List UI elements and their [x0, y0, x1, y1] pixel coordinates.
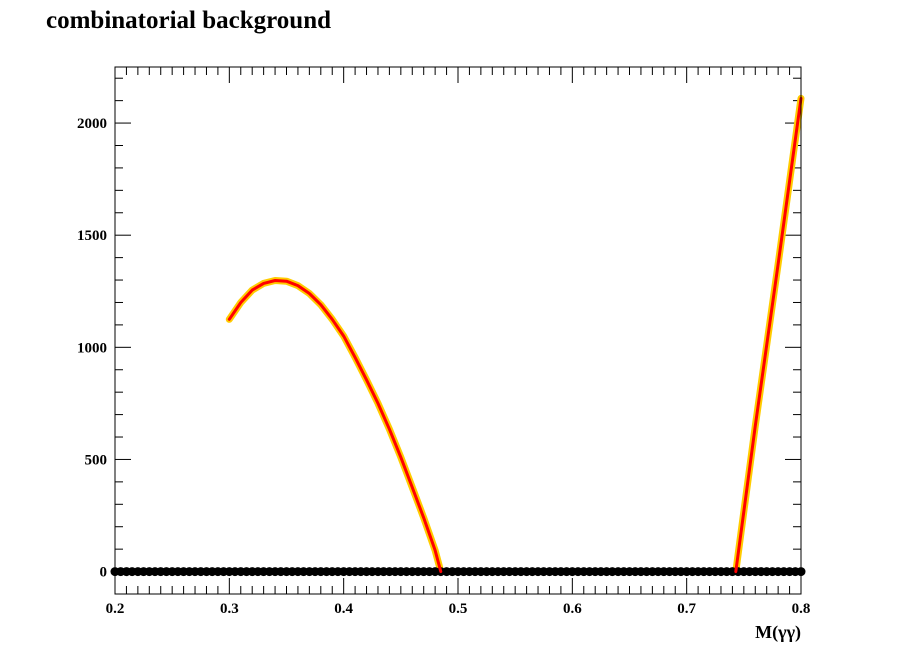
y-tick-label: 0	[100, 565, 108, 581]
y-tick-label: 500	[85, 452, 108, 468]
tick-labels: 0.2 0.3 0.4 0.5 0.6 0.7 0.8 0 500 1000 1500 2000	[77, 116, 810, 617]
x-tick-label: 0.8	[792, 601, 811, 617]
y-tick-label: 2000	[77, 116, 107, 132]
x-tick-label: 0.3	[220, 601, 239, 617]
x-tick-label: 0.4	[334, 601, 353, 617]
x-axis-label: M(γγ)	[755, 622, 801, 643]
x-tick-label: 0.7	[677, 601, 696, 617]
data-points	[110, 567, 806, 577]
chart-title: combinatorial background	[46, 7, 331, 34]
fit-error-band	[225, 94, 805, 576]
x-tick-label: 0.6	[563, 601, 582, 617]
y-tick-label: 1500	[77, 228, 107, 244]
fit-curve	[734, 96, 803, 574]
axis-ticks	[114, 67, 802, 595]
fit-curves	[227, 96, 803, 574]
y-tick-label: 1000	[77, 340, 107, 356]
plot-frame	[114, 66, 802, 595]
fit-curve	[227, 279, 443, 574]
x-tick-label: 0.2	[106, 601, 125, 617]
x-tick-label: 0.5	[449, 601, 468, 617]
